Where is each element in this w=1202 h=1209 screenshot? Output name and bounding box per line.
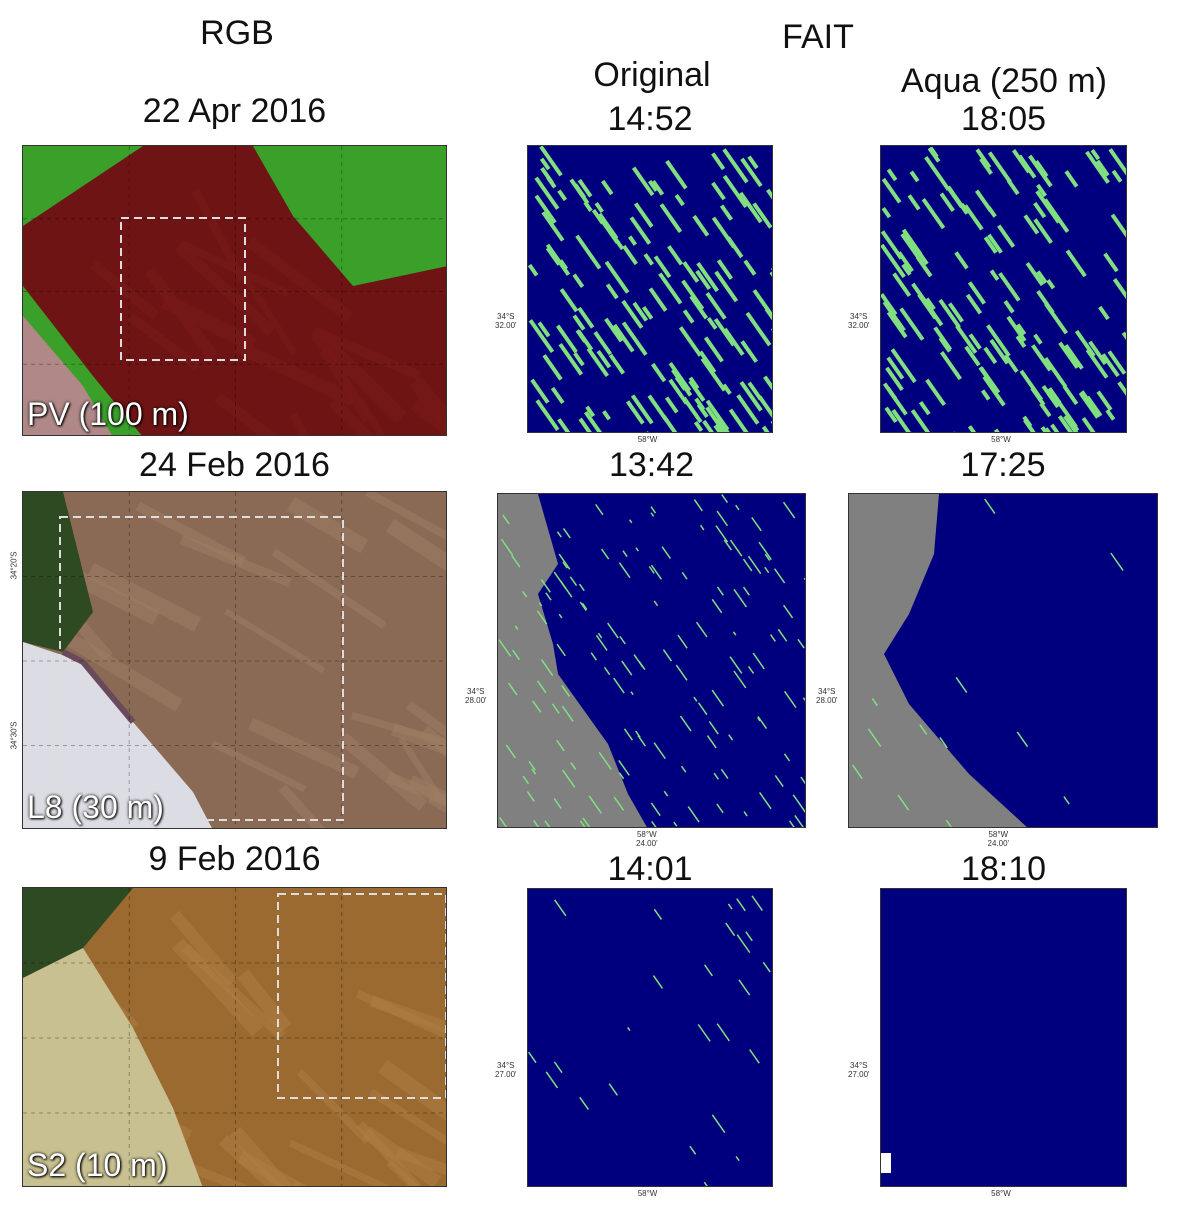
map-canvas <box>528 889 773 1187</box>
map-canvas <box>528 146 773 433</box>
column-title: FAIT <box>782 18 854 57</box>
lat-label: 34°S 27.00' <box>495 1061 517 1079</box>
date-label: 22 Apr 2016 <box>143 92 326 131</box>
lon-label: 58°W <box>991 1189 1011 1198</box>
lon-label: 58°W <box>638 1189 658 1198</box>
map-canvas <box>498 494 806 828</box>
rgb-image: S2 (10 m) <box>22 887 447 1187</box>
time-label: 14:52 <box>607 100 692 139</box>
original-fait-map <box>497 493 806 828</box>
time-label: 17:25 <box>960 446 1045 485</box>
map-canvas <box>881 889 1127 1187</box>
lat-label: 34°30'S <box>9 722 18 750</box>
lat-label: 34°20'S <box>9 552 18 580</box>
date-label: 24 Feb 2016 <box>139 446 330 485</box>
lat-label: 34°S 28.00' <box>816 687 838 705</box>
lon-label: 58°W <box>638 435 658 444</box>
aqua-fait-map <box>848 493 1158 828</box>
fait-detection <box>646 432 653 433</box>
sensor-label: S2 (10 m) <box>27 1147 167 1184</box>
water <box>528 889 773 1187</box>
aqua-fait-map <box>880 888 1127 1187</box>
image-canvas <box>23 888 447 1187</box>
map-canvas <box>881 146 1127 433</box>
lat-label: 34°S 32.00' <box>495 312 517 330</box>
cloud-mask <box>881 1153 891 1173</box>
sensor-label: PV (100 m) <box>27 396 189 433</box>
figure: RGB FAIT Original Aqua (250 m) 22 Apr 20… <box>0 0 1202 1209</box>
original-fait-map <box>527 145 773 433</box>
time-label: 14:01 <box>607 850 692 889</box>
rgb-image: L8 (30 m) <box>22 491 447 829</box>
column-title: RGB <box>200 14 274 53</box>
date-label: 9 Feb 2016 <box>148 840 320 879</box>
time-label: 13:42 <box>609 446 694 485</box>
lon-label: 58°W 24.00' <box>636 830 658 848</box>
column-subtitle: Aqua (250 m) <box>901 62 1107 101</box>
fait-detection <box>772 421 773 433</box>
time-label: 18:05 <box>961 100 1046 139</box>
lon-label: 58°W 24.00' <box>988 830 1010 848</box>
column-subtitle: Original <box>593 56 710 95</box>
lat-label: 34°S 32.00' <box>848 312 870 330</box>
rgb-image: PV (100 m) <box>22 145 447 436</box>
sensor-label: L8 (30 m) <box>27 789 164 826</box>
aqua-fait-map <box>880 145 1127 433</box>
image-canvas <box>23 492 447 829</box>
time-label: 18:10 <box>961 850 1046 889</box>
lon-label: 58°W <box>991 435 1011 444</box>
original-fait-map <box>527 888 773 1187</box>
image-canvas <box>23 146 447 436</box>
lat-label: 34°S 28.00' <box>465 687 487 705</box>
map-canvas <box>849 494 1158 828</box>
lat-label: 34°S 27.00' <box>848 1061 870 1079</box>
water <box>881 889 1127 1187</box>
